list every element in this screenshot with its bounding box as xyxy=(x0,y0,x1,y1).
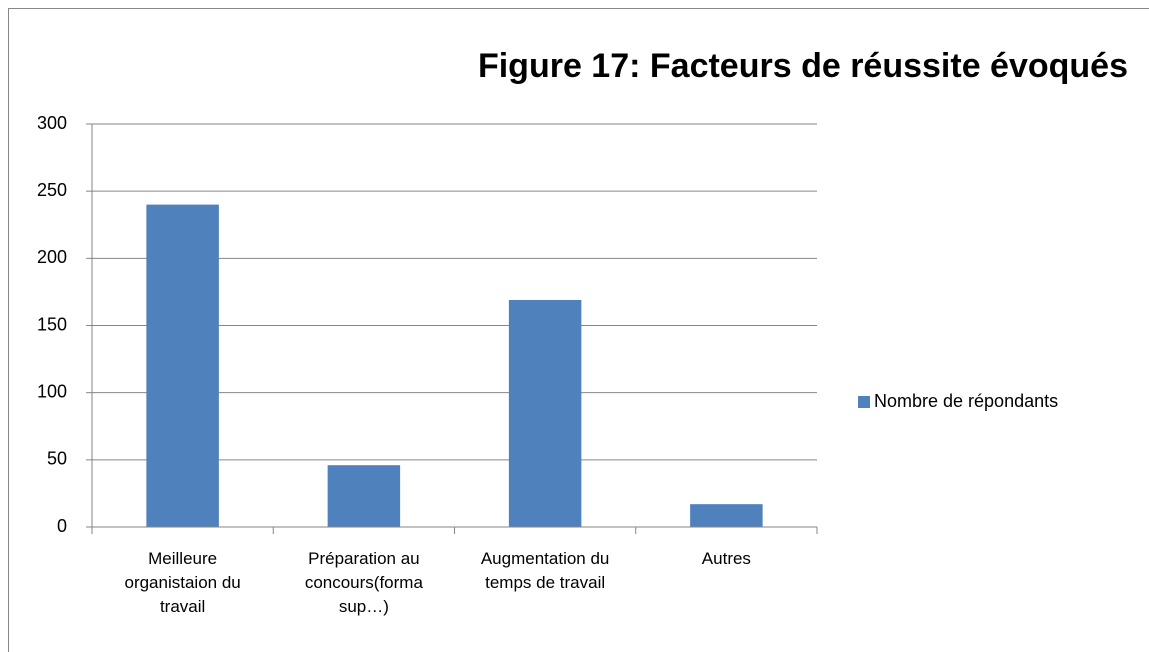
y-tick-label: 50 xyxy=(47,449,67,469)
x-tick-label: Augmentation du temps de travail xyxy=(480,549,610,592)
x-tick-label: Préparation au concours(forma sup…) xyxy=(304,549,423,616)
chart-title: Figure 17: Facteurs de réussite évoqués xyxy=(478,47,1128,85)
y-tick-label: 250 xyxy=(37,180,67,200)
y-tick-label: 100 xyxy=(37,381,67,401)
bar xyxy=(327,465,401,527)
bar xyxy=(146,204,219,527)
bar xyxy=(508,299,582,527)
y-tick-label: 200 xyxy=(37,247,67,267)
bar xyxy=(690,504,763,527)
x-tick-label: Meilleure organistaion du travail xyxy=(124,549,241,616)
legend-label: Nombre de répondants xyxy=(874,391,1058,411)
legend-swatch xyxy=(858,396,870,408)
y-tick-label: 0 xyxy=(57,516,67,536)
chart-frame xyxy=(8,8,1149,652)
y-tick-label: 300 xyxy=(37,113,67,133)
y-tick-label: 150 xyxy=(37,314,67,334)
x-tick-label: Autres xyxy=(701,549,751,568)
